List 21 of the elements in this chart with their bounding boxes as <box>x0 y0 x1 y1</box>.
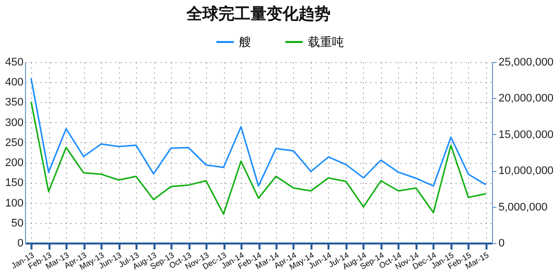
y-tick-label: 400 <box>5 76 24 89</box>
y-tick-label: 300 <box>5 116 24 129</box>
y-tick-label: 100 <box>5 197 24 210</box>
y2-tick-label: 20,000,000 <box>498 92 554 105</box>
y-tick-label: 50 <box>11 217 24 230</box>
y-tick-label: 0 <box>17 238 24 250</box>
y-tick-label: 450 <box>5 56 24 68</box>
y-tick-label: 200 <box>5 157 24 170</box>
y2-tick-label: 25,000,000 <box>498 56 554 68</box>
chart-title: 全球完工量变化趋势 <box>186 4 330 23</box>
legend-label: 载重吨 <box>308 35 344 49</box>
y-tick-label: 150 <box>5 177 24 190</box>
y2-tick-label: 10,000,000 <box>498 165 554 178</box>
y2-tick-label: 15,000,000 <box>498 128 554 141</box>
line-series <box>30 78 487 187</box>
legend-label: 艘 <box>239 35 251 49</box>
y2-tick-label: 0 <box>498 238 505 250</box>
y2-tick-label: 5,000,000 <box>498 201 548 214</box>
line-series <box>30 101 487 215</box>
y-tick-label: 350 <box>5 96 24 109</box>
y-tick-label: 250 <box>5 136 24 149</box>
